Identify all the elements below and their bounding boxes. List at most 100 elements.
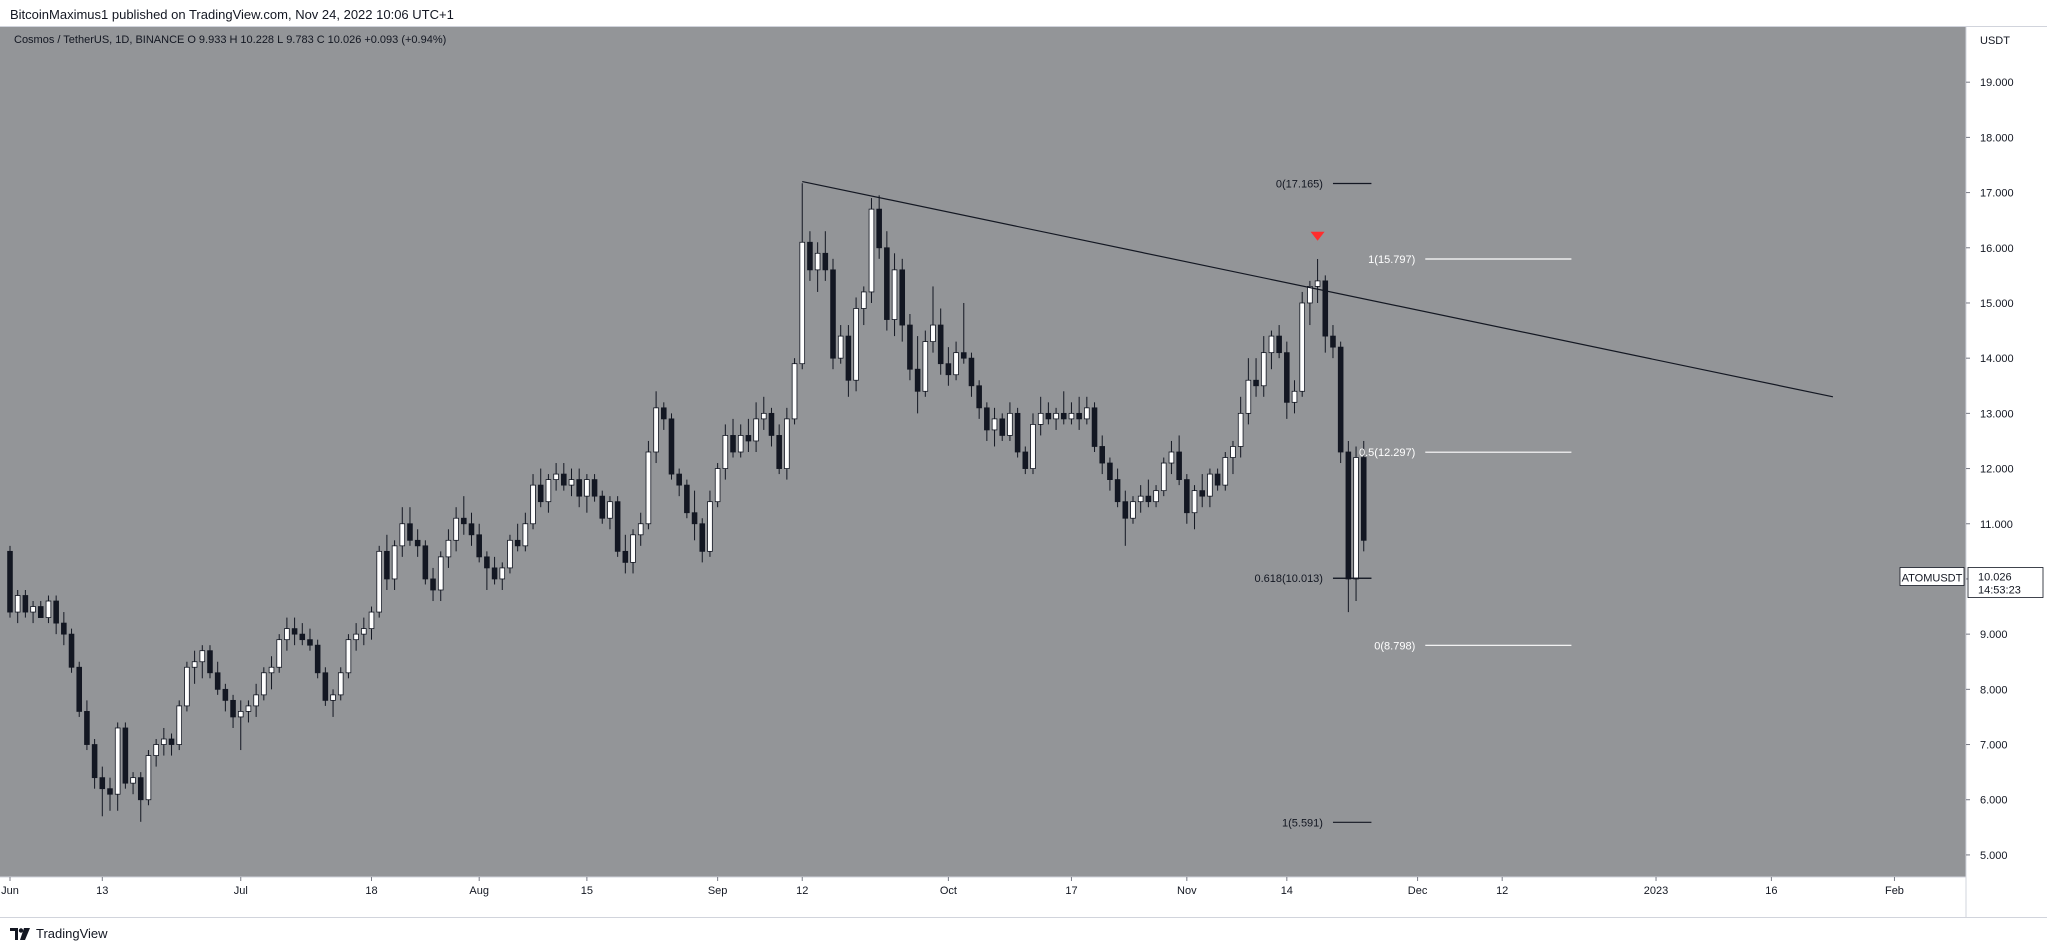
tradingview-logo[interactable]: TradingView <box>10 926 108 941</box>
candle <box>61 612 67 646</box>
candle <box>984 402 990 441</box>
chart-area[interactable]: USDT 19.000 18.000 17.000 16.000 15.000 14.000… <box>0 27 2047 917</box>
candle <box>91 739 98 789</box>
candle <box>253 683 259 717</box>
candle-body <box>407 523 413 541</box>
fib-upper-level-label: 1(5.591) <box>1282 817 1323 829</box>
price-tick-label: 19.000 <box>1980 77 2014 89</box>
candle <box>661 402 667 430</box>
time-tick-label: Nov <box>1177 885 1197 897</box>
price-tick-label: 15.000 <box>1980 298 2014 310</box>
time-tick-label: 17 <box>1065 885 1077 897</box>
candle-body <box>399 523 406 547</box>
candle <box>1037 396 1044 436</box>
candle <box>7 545 13 618</box>
footer-bar: TradingView <box>0 917 2047 949</box>
candle <box>807 231 813 281</box>
candle-body <box>1022 451 1029 469</box>
candle <box>514 523 521 552</box>
candle-body <box>91 744 98 779</box>
candle-body <box>576 479 582 497</box>
candle-body <box>1337 346 1344 453</box>
candle-body <box>1299 302 1305 392</box>
candle <box>414 529 421 557</box>
candlestick-chart[interactable]: USDT 19.000 18.000 17.000 16.000 15.000 14.000… <box>0 27 2047 917</box>
candle <box>1022 446 1029 475</box>
candle-body <box>522 523 529 547</box>
symbol-tag <box>1899 567 1965 586</box>
time-tick-label: 18 <box>365 885 377 897</box>
candle <box>737 424 744 458</box>
candle-body <box>1322 280 1329 337</box>
candle <box>368 606 375 640</box>
candle <box>99 766 106 817</box>
candle-body <box>1260 352 1267 387</box>
candle-body <box>30 606 36 613</box>
candle-body <box>753 418 759 442</box>
price-tick-label: 7.000 <box>1980 740 2008 752</box>
candle-body <box>45 600 52 618</box>
candle-body <box>676 473 682 486</box>
candle-body <box>176 705 183 745</box>
candle <box>376 545 382 618</box>
candle-body <box>299 633 306 641</box>
time-tick-label: 12 <box>1496 885 1508 897</box>
candle-body <box>291 628 298 635</box>
candle-body <box>261 672 267 696</box>
candle-body <box>1268 335 1275 354</box>
candle-body <box>330 694 336 701</box>
candles-group <box>7 183 1367 822</box>
candle-body <box>1230 446 1236 458</box>
candle <box>1060 391 1067 425</box>
candle-body <box>184 666 190 707</box>
candle-body <box>284 628 290 641</box>
candle-body <box>876 208 882 249</box>
candle <box>676 468 682 497</box>
candle <box>1099 435 1106 475</box>
candle-body <box>853 308 859 381</box>
candle-body <box>1030 424 1036 469</box>
candle <box>276 634 282 673</box>
candle-body <box>468 523 475 536</box>
candle-body <box>1330 335 1336 348</box>
rejection-marker-icon <box>1310 231 1325 241</box>
candle-body <box>114 727 121 795</box>
candle <box>1107 457 1113 491</box>
candle <box>699 518 706 563</box>
candle <box>161 727 167 756</box>
candle-body <box>137 777 144 801</box>
candle <box>430 567 436 602</box>
candle-body <box>699 523 706 552</box>
close-value: 10.026 <box>328 34 362 46</box>
candle <box>1260 336 1267 397</box>
candle <box>553 463 559 491</box>
candle <box>884 231 890 331</box>
candle <box>114 722 121 811</box>
candle-body <box>1068 412 1075 420</box>
candle-body <box>391 545 398 580</box>
candle <box>199 645 206 679</box>
candle-body <box>1191 490 1198 514</box>
candle-body <box>907 324 913 370</box>
candle <box>1068 402 1075 425</box>
candle-body <box>1122 501 1129 519</box>
candle-body <box>722 435 729 469</box>
candle <box>768 407 775 447</box>
candle <box>837 325 844 364</box>
candle <box>591 474 598 502</box>
price-tick-label: 11.000 <box>1980 519 2013 531</box>
candle-body <box>884 247 890 320</box>
candle <box>668 413 675 480</box>
price-tick-label: 16.000 <box>1980 243 2014 255</box>
candle-body <box>476 534 482 558</box>
candle <box>930 286 936 353</box>
candle <box>1114 468 1121 508</box>
candle-body <box>945 363 952 376</box>
candle <box>145 750 152 806</box>
candle-body <box>607 501 613 519</box>
candle <box>484 551 490 590</box>
candle-body <box>499 567 506 580</box>
price-tick-label: 8.000 <box>1980 684 2008 696</box>
candle <box>830 258 836 370</box>
candle-body <box>591 479 598 497</box>
